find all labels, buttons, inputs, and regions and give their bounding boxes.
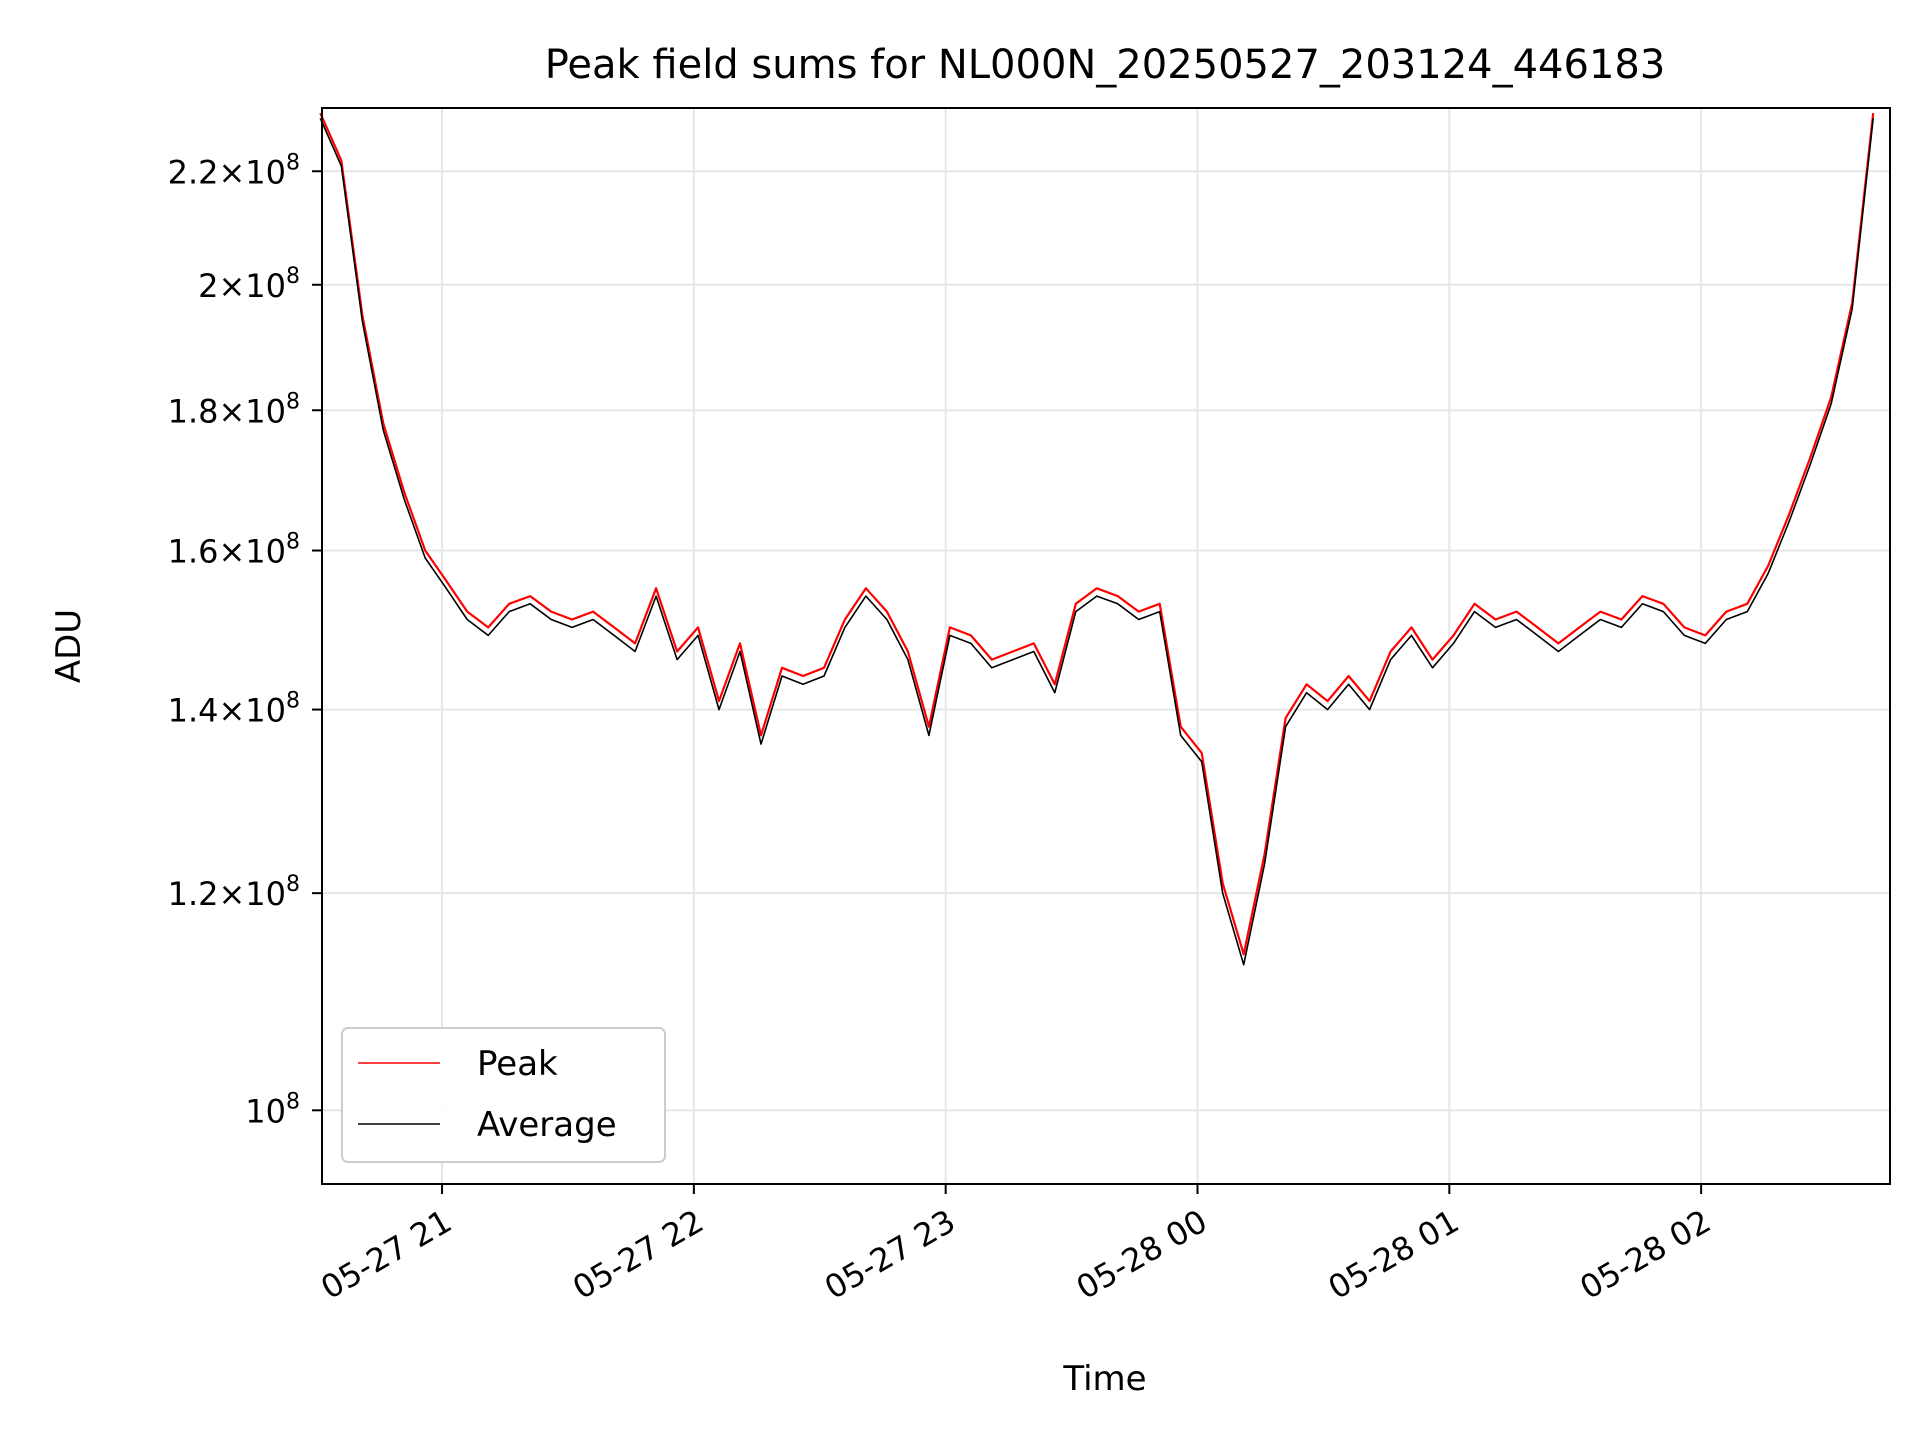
legend-label-peak: Peak xyxy=(477,1044,558,1084)
legend: Peak Average xyxy=(341,1027,666,1163)
grid-layer xyxy=(322,108,1890,1184)
legend-box xyxy=(341,1027,666,1163)
y-tick-label: 1.4×108 xyxy=(168,689,300,730)
y-tick-label: 1.6×108 xyxy=(168,530,300,571)
chart-title: Peak field sums for NL000N_20250527_2031… xyxy=(545,42,1666,88)
x-axis-label: Time xyxy=(1062,1359,1146,1399)
legend-label-average: Average xyxy=(477,1105,617,1145)
y-tick-label: 1.2×108 xyxy=(168,872,300,913)
y-tick-label: 108 xyxy=(245,1089,300,1130)
axes-frame xyxy=(321,107,1891,1185)
y-tick-label: 2.2×108 xyxy=(168,150,300,191)
series-line-peak xyxy=(319,112,1875,956)
y-axis-label: ADU xyxy=(49,609,89,683)
y-tick-label: 1.8×108 xyxy=(168,389,300,430)
y-tick-label: 2×108 xyxy=(198,264,300,305)
series-line-average xyxy=(319,117,1874,966)
plot-layer xyxy=(319,112,1875,966)
